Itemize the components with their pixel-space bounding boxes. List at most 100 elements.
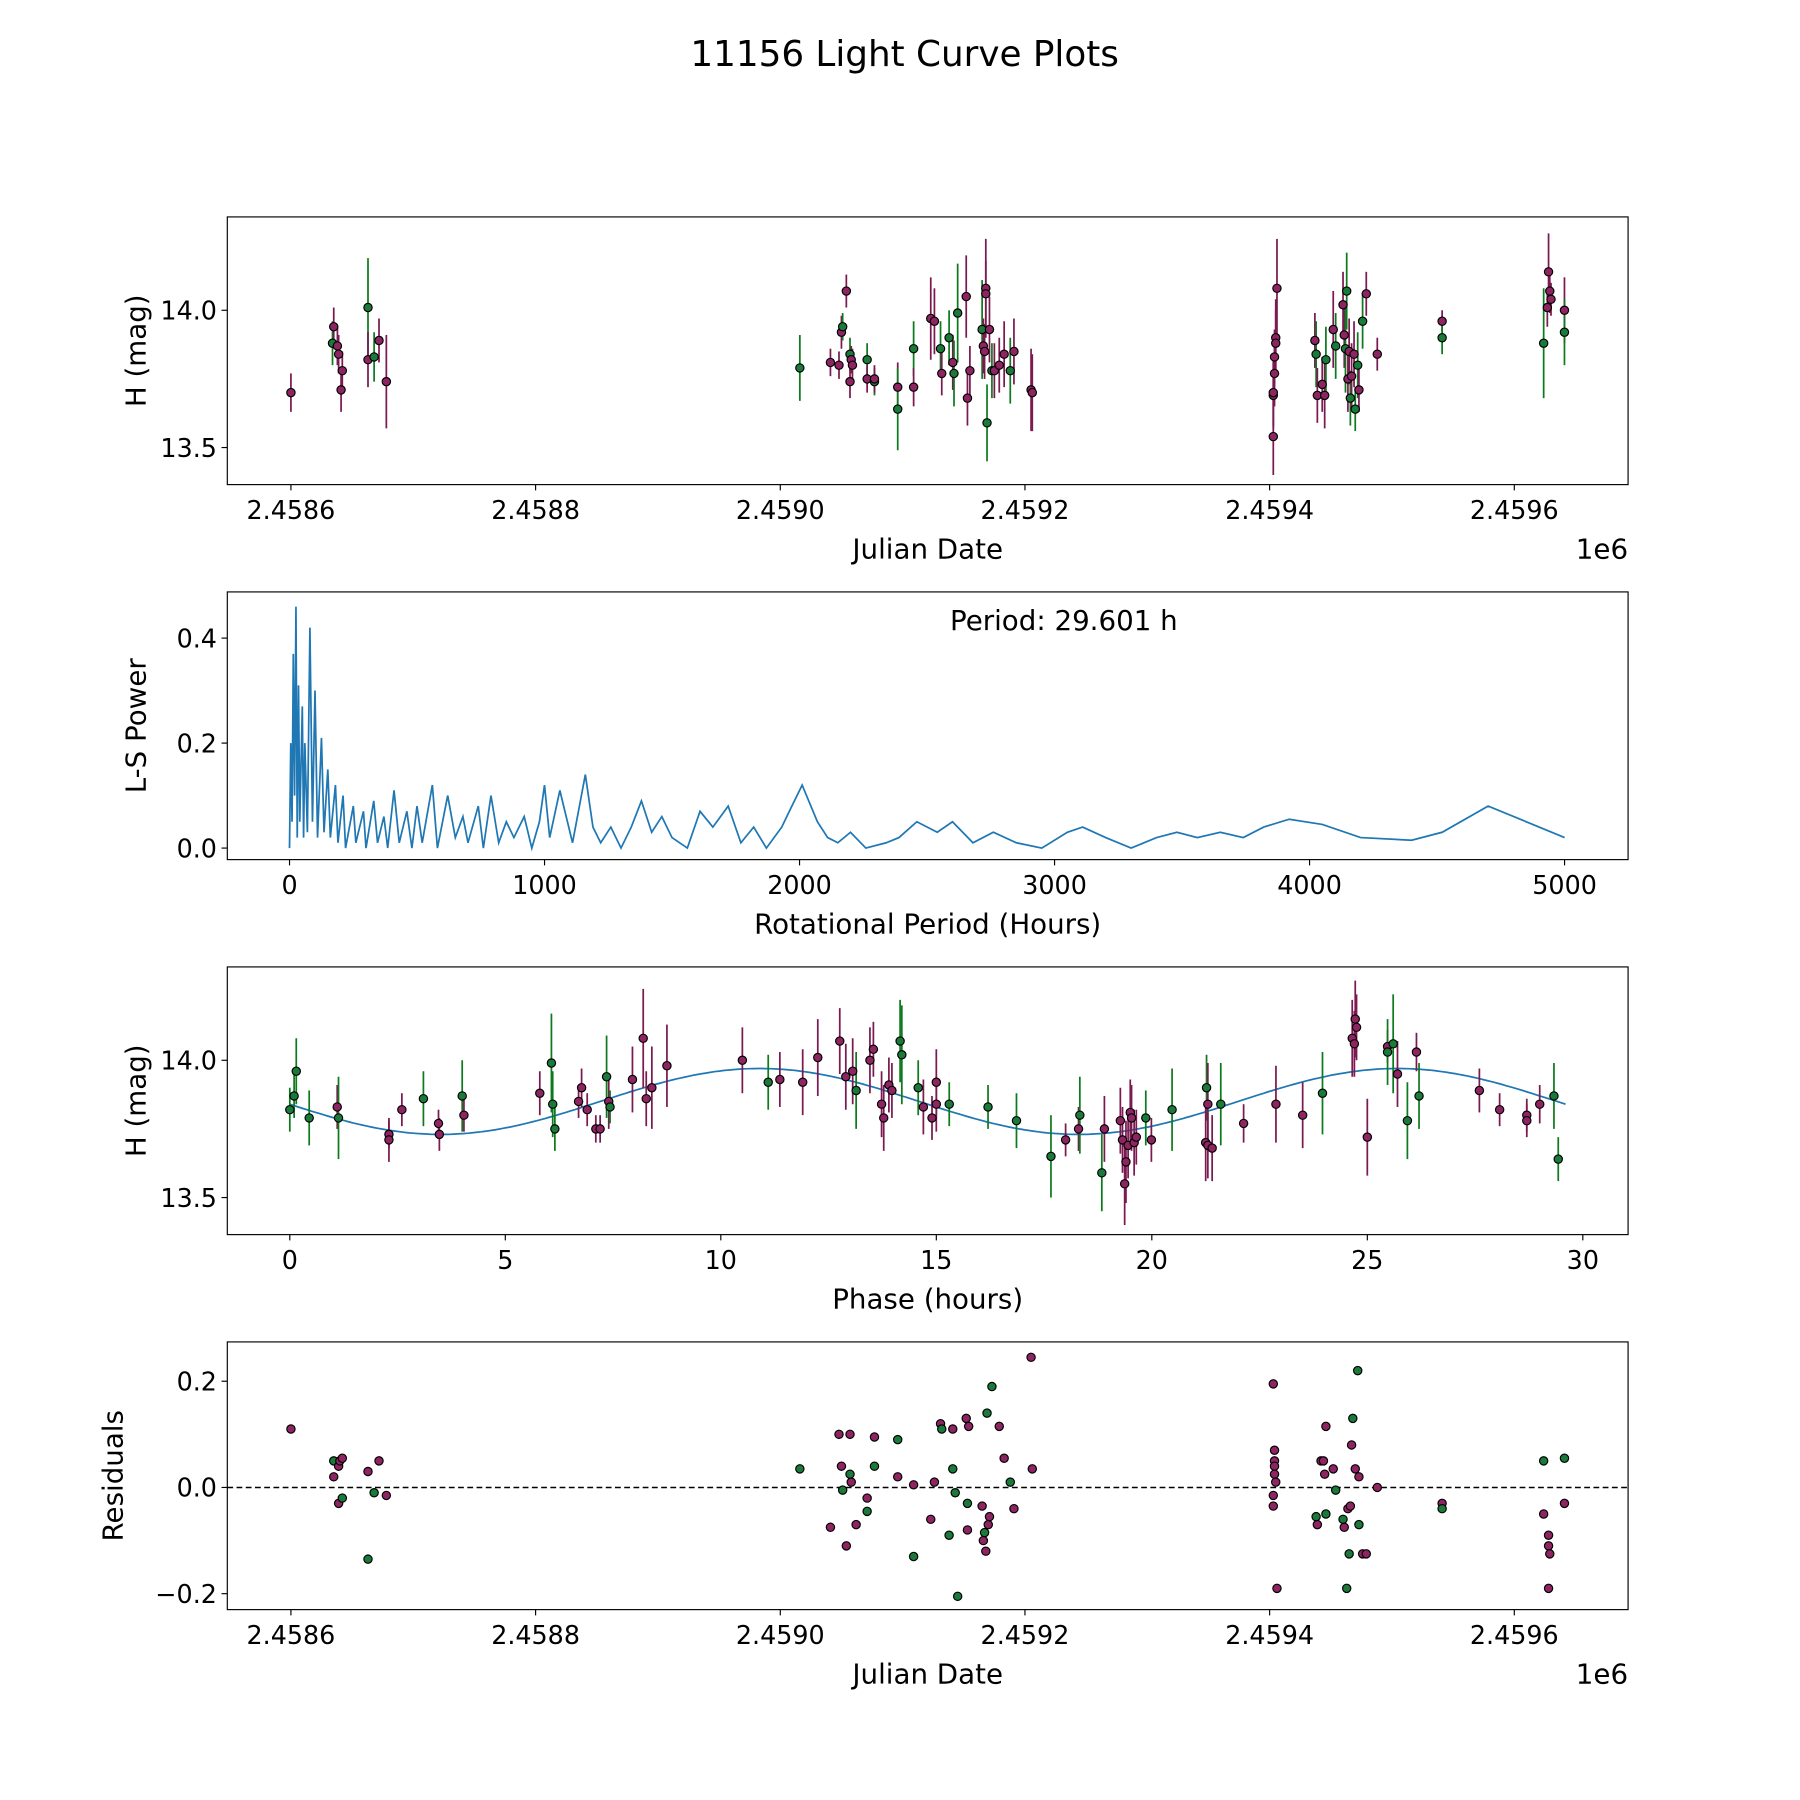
data-point	[825, 357, 836, 368]
data-point	[1117, 1135, 1128, 1145]
data-point	[1545, 286, 1555, 296]
residual-point	[1027, 1464, 1038, 1474]
data-point	[895, 1036, 905, 1046]
y-tick-label: −0.2	[155, 1579, 217, 1609]
residual-point	[1269, 1469, 1280, 1479]
residual-point	[961, 1413, 971, 1424]
residual-point	[944, 1530, 954, 1540]
data-point	[286, 387, 296, 398]
data-point	[647, 1082, 657, 1093]
y-tick-label: 14.0	[160, 296, 217, 326]
data-point	[304, 1113, 314, 1123]
data-point	[994, 360, 1004, 370]
residual-point	[369, 1488, 379, 1498]
data-point	[1388, 1039, 1398, 1049]
data-point	[332, 1102, 342, 1112]
data-point	[1131, 1132, 1142, 1142]
data-point	[1339, 330, 1349, 340]
residual-point	[1538, 1509, 1549, 1519]
data-marks	[286, 233, 1570, 476]
data-point	[1075, 1110, 1085, 1120]
residual-point	[937, 1424, 947, 1434]
x-tick-label: 2.4592	[981, 1620, 1070, 1650]
y-axis-label: H (mag)	[119, 1044, 152, 1157]
x-tick-label: 2.4588	[491, 495, 580, 525]
residual-point	[1543, 1583, 1554, 1594]
data-point	[962, 393, 973, 403]
data-point	[908, 343, 919, 354]
data-point	[1269, 368, 1280, 379]
residual-point	[845, 1429, 855, 1440]
data-point	[1011, 1115, 1022, 1126]
data-point	[1099, 1124, 1110, 1134]
data-point	[979, 346, 990, 357]
residual-point	[845, 1469, 855, 1479]
residual-point	[851, 1519, 861, 1530]
residual-point	[1319, 1469, 1330, 1479]
data-point	[878, 1113, 889, 1123]
data-point	[1073, 1124, 1084, 1134]
data-point	[1321, 354, 1331, 365]
data-point	[433, 1118, 444, 1129]
data-point	[289, 1091, 299, 1101]
x-tick-label: 2.4594	[1225, 495, 1314, 525]
data-point	[1341, 286, 1352, 296]
data-point	[333, 349, 344, 359]
x-tick-label: 20	[1136, 1245, 1168, 1275]
residual-point	[1354, 1519, 1364, 1530]
data-point	[1146, 1135, 1157, 1145]
x-tick-label: 2.4592	[981, 495, 1070, 525]
residual-point	[363, 1466, 373, 1477]
residual-point	[999, 1453, 1009, 1463]
residual-point	[286, 1424, 296, 1434]
residual-point	[1268, 1501, 1279, 1511]
data-point	[1297, 1110, 1308, 1120]
data-point	[638, 1033, 648, 1044]
data-point	[1328, 324, 1338, 335]
data-point	[1357, 316, 1368, 326]
y-tick-label: 0.2	[177, 728, 217, 758]
x-tick-label: 2.4586	[247, 1620, 336, 1650]
residual-point	[952, 1591, 963, 1602]
axes-frame	[226, 591, 1629, 861]
period-annotation: Period: 29.601 h	[950, 604, 1178, 637]
data-point	[601, 1072, 612, 1082]
data-point	[982, 418, 992, 428]
model-fit-curve	[289, 1067, 1566, 1136]
data-point	[1345, 393, 1356, 403]
data-point	[865, 1055, 875, 1066]
data-point	[763, 1077, 773, 1087]
data-point	[285, 1104, 295, 1115]
data-point	[662, 1061, 672, 1071]
residual-point	[984, 1511, 995, 1522]
data-point	[984, 324, 995, 335]
data-point	[1362, 1132, 1373, 1142]
residual-point	[1543, 1530, 1554, 1540]
residual-point	[862, 1493, 872, 1503]
residual-point	[1311, 1511, 1321, 1522]
data-point	[605, 1102, 615, 1112]
y-tick-label: 14.0	[160, 1046, 217, 1076]
data-point	[434, 1129, 445, 1140]
data-point	[1402, 1115, 1413, 1126]
data-point	[1559, 305, 1570, 316]
data-point	[1269, 352, 1280, 362]
data-point	[1411, 1047, 1422, 1057]
data-point	[847, 360, 858, 370]
data-point	[837, 322, 848, 332]
data-point	[329, 322, 339, 332]
residual-point	[987, 1381, 997, 1392]
data-point	[931, 1099, 942, 1109]
residual-point	[825, 1522, 836, 1533]
data-point	[841, 286, 852, 296]
periodogram-line	[288, 606, 1565, 852]
x-tick-label: 2000	[767, 870, 832, 900]
data-point	[944, 1099, 954, 1109]
residual-point	[929, 1477, 940, 1487]
data-point	[835, 1036, 845, 1046]
residual-point	[1268, 1379, 1279, 1389]
data-point	[535, 1088, 545, 1098]
residual-point	[926, 1514, 936, 1525]
data-point	[1392, 1069, 1403, 1079]
